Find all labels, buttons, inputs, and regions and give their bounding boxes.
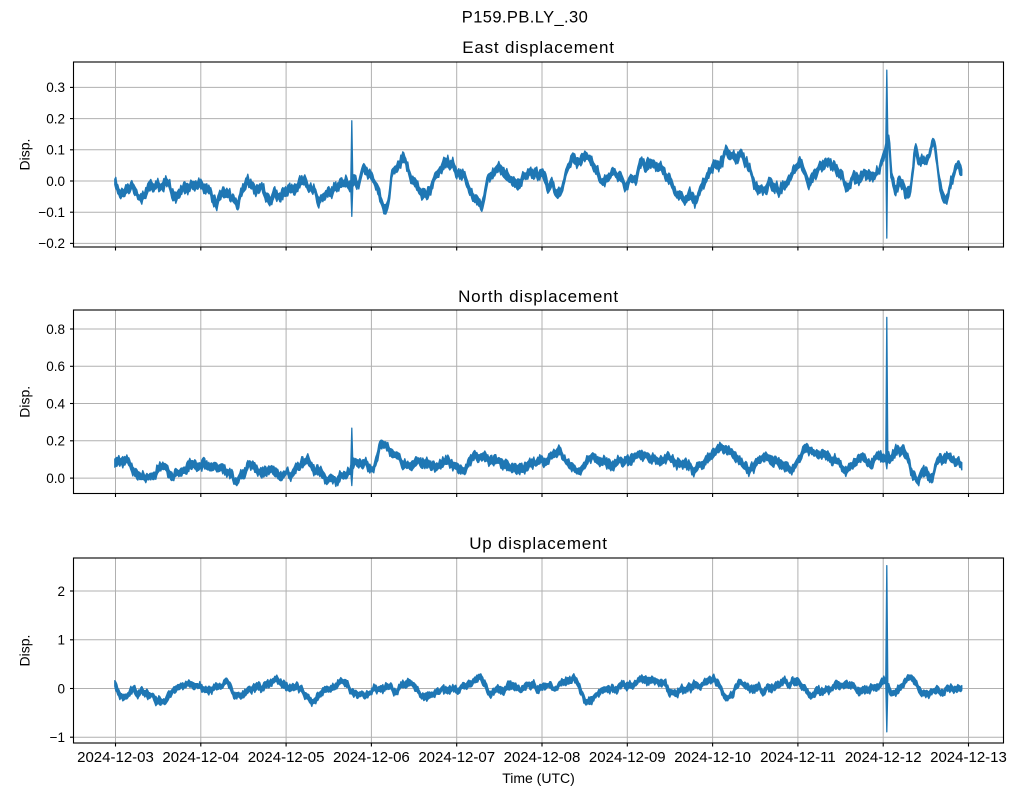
svg-text:2024-12-04: 2024-12-04 <box>162 749 239 766</box>
svg-text:Disp.: Disp. <box>17 386 33 418</box>
svg-text:Up displacement: Up displacement <box>469 534 608 553</box>
svg-text:−1: −1 <box>50 730 65 745</box>
svg-text:0.1: 0.1 <box>46 143 65 158</box>
svg-text:2024-12-11: 2024-12-11 <box>760 749 836 766</box>
svg-text:0.2: 0.2 <box>46 111 65 126</box>
svg-text:0.0: 0.0 <box>46 174 65 189</box>
svg-text:2024-12-08: 2024-12-08 <box>504 749 581 766</box>
svg-text:0: 0 <box>57 681 65 696</box>
svg-text:2: 2 <box>57 584 65 599</box>
svg-text:−0.2: −0.2 <box>38 236 65 251</box>
svg-text:P159.PB.LY_.30: P159.PB.LY_.30 <box>462 9 588 27</box>
svg-text:0.3: 0.3 <box>46 80 65 95</box>
svg-text:2024-12-05: 2024-12-05 <box>248 749 325 766</box>
svg-text:0.4: 0.4 <box>46 396 65 411</box>
svg-text:2024-12-03: 2024-12-03 <box>77 749 154 766</box>
svg-text:2024-12-13: 2024-12-13 <box>930 749 1007 766</box>
svg-text:2024-12-09: 2024-12-09 <box>589 749 666 766</box>
svg-text:North displacement: North displacement <box>458 287 619 306</box>
svg-text:0.8: 0.8 <box>46 322 65 337</box>
svg-text:Time (UTC): Time (UTC) <box>502 770 575 786</box>
svg-text:0.6: 0.6 <box>46 359 65 374</box>
svg-text:1: 1 <box>57 633 65 648</box>
svg-text:2024-12-07: 2024-12-07 <box>418 749 495 766</box>
svg-text:Disp.: Disp. <box>17 139 33 171</box>
svg-text:Disp.: Disp. <box>17 635 33 667</box>
svg-text:East displacement: East displacement <box>462 38 615 57</box>
svg-text:2024-12-12: 2024-12-12 <box>845 749 922 766</box>
svg-text:2024-12-10: 2024-12-10 <box>674 749 751 766</box>
svg-text:0.0: 0.0 <box>46 471 65 486</box>
svg-text:0.2: 0.2 <box>46 434 65 449</box>
svg-text:2024-12-06: 2024-12-06 <box>333 749 410 766</box>
svg-text:−0.1: −0.1 <box>38 205 65 220</box>
